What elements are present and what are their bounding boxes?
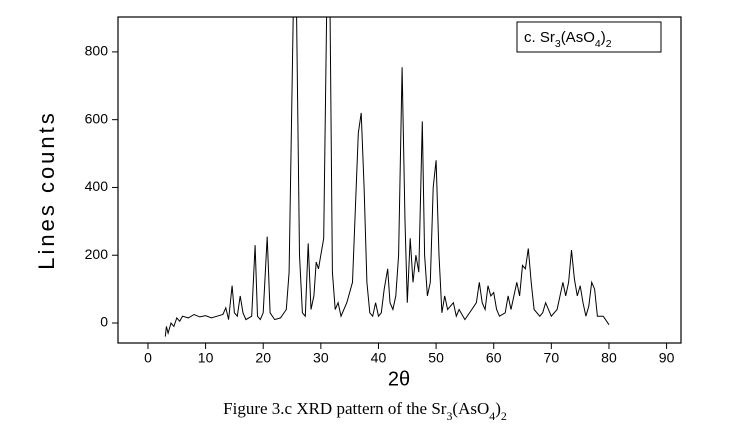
- x-tick-label: 0: [144, 350, 152, 366]
- x-axis-label: 2θ: [388, 368, 410, 390]
- x-tick-label: 90: [659, 350, 675, 366]
- plot-frame: [117, 16, 682, 344]
- y-tick-label: 400: [85, 178, 109, 194]
- legend-box: [516, 21, 662, 53]
- caption: Figure 3.c XRD pattern of the Sr3(AsO4)2: [223, 399, 507, 423]
- x-tick-label: 60: [486, 350, 502, 366]
- x-tick-label: 20: [255, 350, 271, 366]
- x-tick-label: 30: [313, 350, 329, 366]
- y-tick-label: 800: [85, 43, 109, 59]
- y-tick-label: 200: [85, 246, 109, 262]
- x-tick-label: 70: [544, 350, 560, 366]
- x-tick-label: 50: [428, 350, 444, 366]
- x-tick-label: 80: [601, 350, 617, 366]
- legend-text: c. Sr3(AsO4)2: [524, 29, 612, 50]
- y-axis-label: Lines counts: [34, 110, 59, 270]
- y-tick-label: 600: [85, 110, 109, 126]
- y-tick-label: 0: [100, 314, 108, 330]
- x-tick-label: 40: [371, 350, 387, 366]
- x-tick-label: 10: [198, 350, 214, 366]
- xrd-line: [164, 17, 610, 337]
